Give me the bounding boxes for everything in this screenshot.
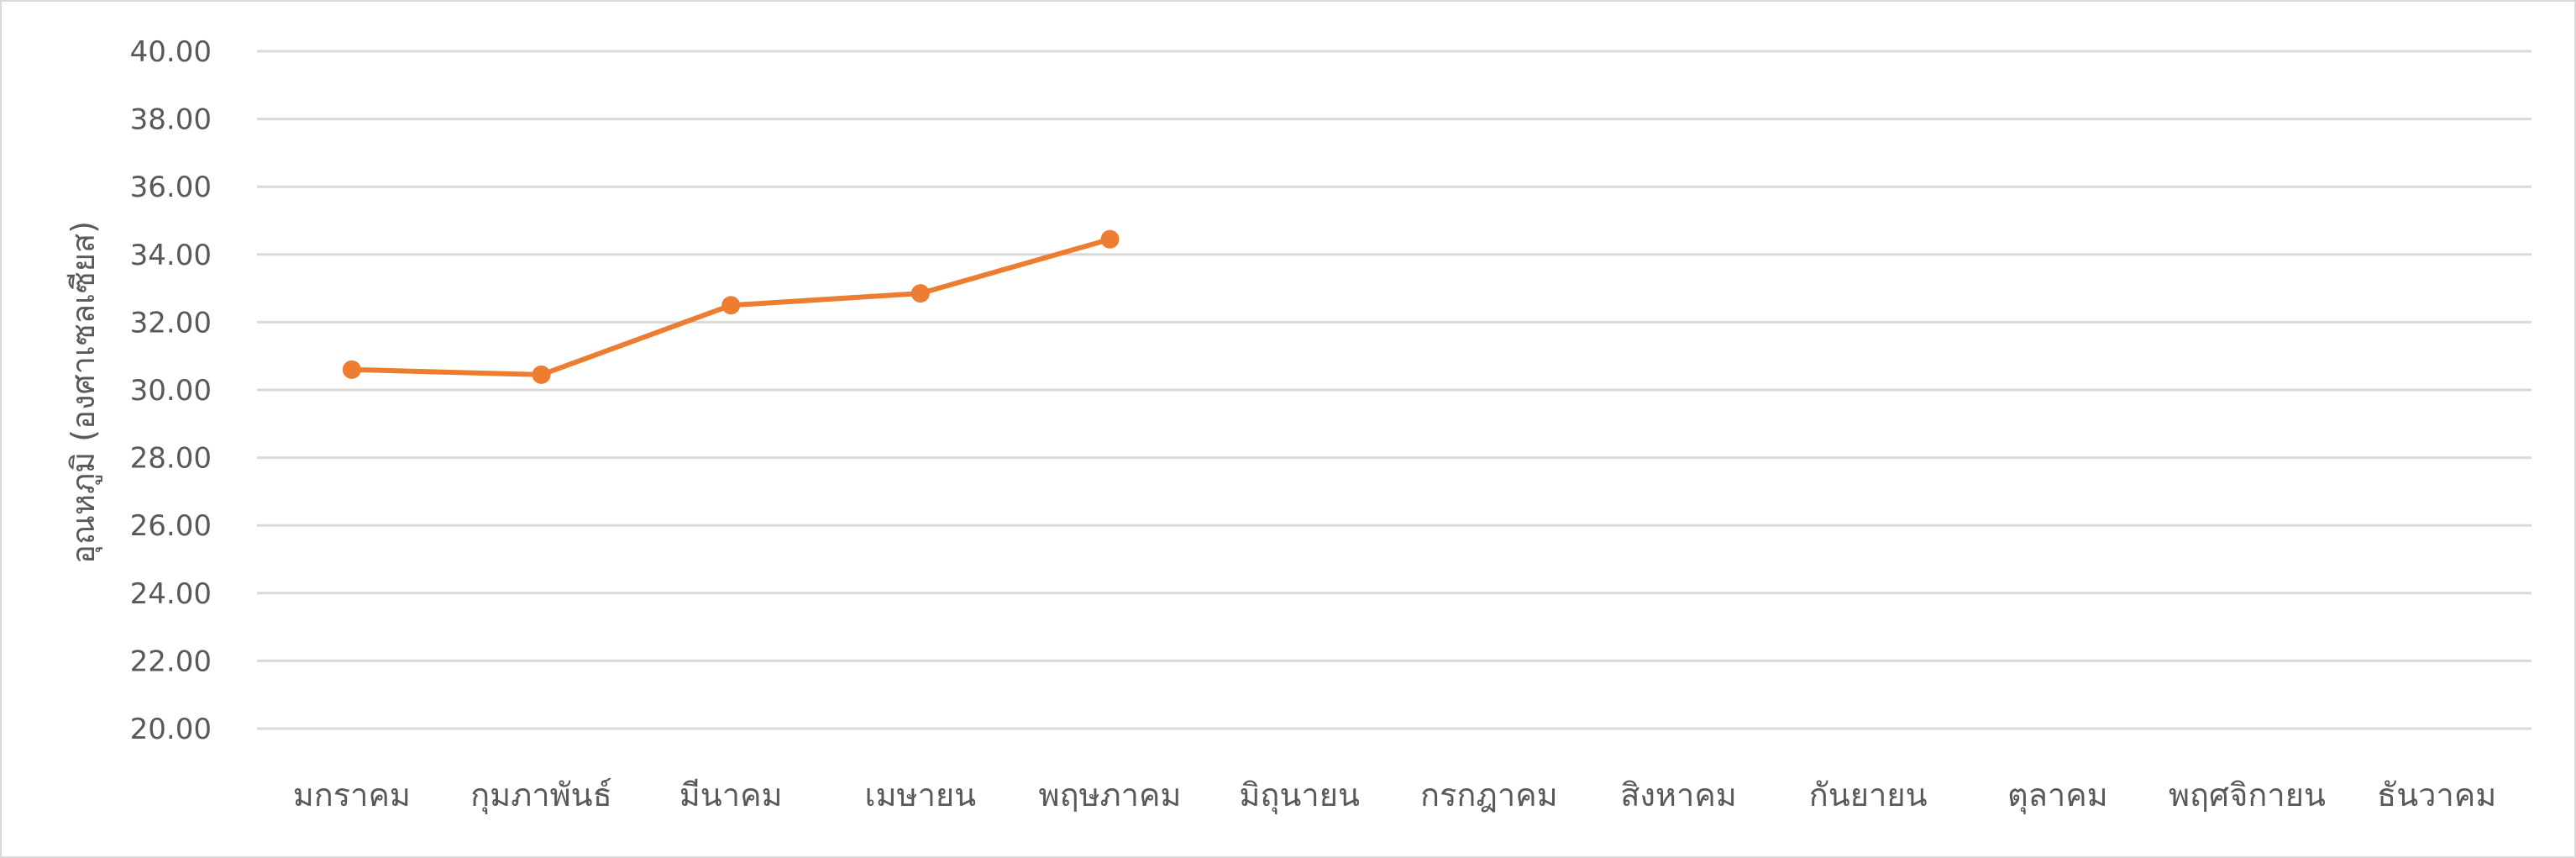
x-tick-label: สิงหาคม xyxy=(1620,776,1737,813)
x-tick-label: พฤษภาคม xyxy=(1039,776,1182,813)
y-tick-label: 36.00 xyxy=(130,171,212,204)
y-axis-title: อุณหภูมิ (องศาเซลเซียส) xyxy=(65,221,102,564)
gridlines xyxy=(257,50,2531,730)
y-tick-label: 32.00 xyxy=(130,306,212,340)
y-tick-label: 30.00 xyxy=(130,374,212,408)
data-point xyxy=(721,296,741,315)
y-axis-tick-labels: 20.00 22.00 24.00 26.00 28.00 30.00 32.00 34.00… xyxy=(130,35,212,746)
x-axis-tick-labels: มกราคม กุมภาพันธ์ มีนาคม เมษายน พฤษภาคม มิถุน… xyxy=(293,776,2497,814)
y-tick-label: 34.00 xyxy=(130,239,212,272)
data-point xyxy=(1100,229,1120,249)
x-tick-label: กุมภาพันธ์ xyxy=(470,776,612,814)
x-tick-label: มิถุนายน xyxy=(1239,776,1360,814)
data-point xyxy=(342,360,361,379)
data-point xyxy=(532,365,551,384)
x-tick-label: ตุลาคม xyxy=(2007,776,2108,814)
x-tick-label: มกราคม xyxy=(293,776,411,813)
x-tick-label: พฤศจิกายน xyxy=(2169,776,2326,813)
x-tick-label: เมษายน xyxy=(864,776,976,813)
y-tick-label: 24.00 xyxy=(130,577,212,611)
x-tick-label: กันยายน xyxy=(1809,776,1928,813)
y-tick-label: 20.00 xyxy=(130,713,212,746)
y-tick-label: 22.00 xyxy=(130,645,212,678)
y-tick-label: 28.00 xyxy=(130,442,212,476)
series-layer xyxy=(342,229,1120,384)
x-tick-label: ธันวาคม xyxy=(2377,776,2496,813)
x-tick-label: กรกฎาคม xyxy=(1420,776,1558,813)
y-tick-label: 40.00 xyxy=(130,35,212,69)
y-tick-label: 38.00 xyxy=(130,103,212,137)
y-tick-label: 26.00 xyxy=(130,509,212,543)
data-point xyxy=(910,284,930,303)
x-tick-label: มีนาคม xyxy=(679,776,783,813)
